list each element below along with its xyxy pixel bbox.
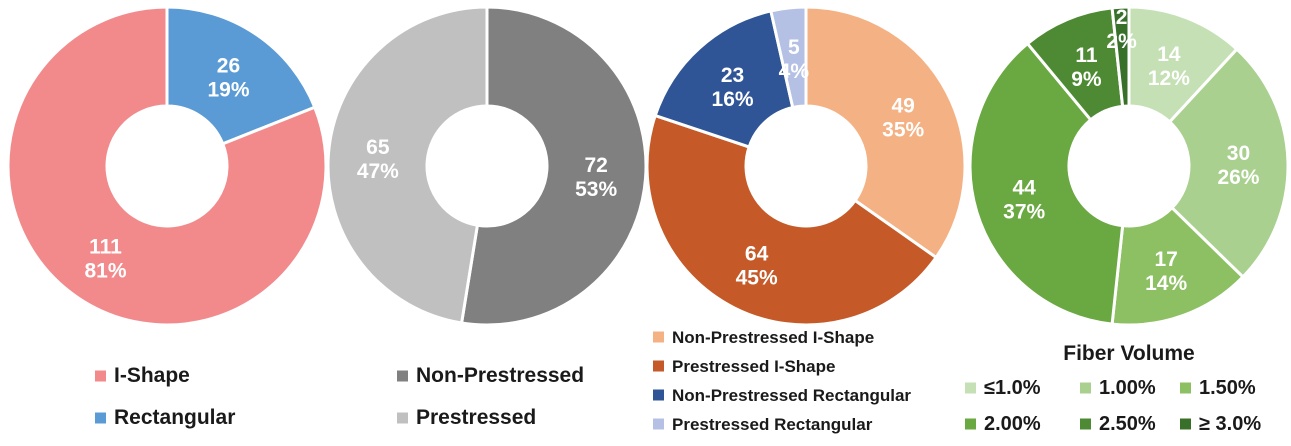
slice-value-label-1-1: 65 [366, 136, 390, 159]
legend-swatch-2-2 [653, 389, 664, 401]
slice-0-1 [6, 5, 328, 327]
slice-percent-label-2-1: 45% [736, 267, 778, 290]
slice-value-label-3-4: 11 [1075, 44, 1098, 67]
legend-swatch-2-1 [653, 360, 664, 372]
fiber-volume-title: Fiber Volume [1063, 342, 1194, 365]
legend-label-2-3: Prestressed Rectangular [672, 415, 873, 434]
slice-percent-label-0-0: 19% [207, 78, 249, 101]
slice-3-2 [1110, 205, 1246, 327]
slice-2-1 [645, 113, 939, 327]
legend-label-0-1: Rectangular [114, 406, 235, 429]
legend-swatch-3-0 [965, 382, 976, 394]
legend-label-0-0: I-Shape [114, 364, 190, 387]
slice-1-1 [326, 5, 489, 325]
slice-value-label-3-1: 30 [1227, 142, 1250, 165]
slice-value-label-0-0: 26 [217, 54, 240, 77]
slice-percent-label-2-3: 4% [779, 60, 810, 83]
legend-label-2-0: Non-Prestressed I-Shape [672, 328, 874, 347]
slice-3-5 [1110, 5, 1131, 108]
legend-swatch-2-0 [653, 331, 664, 343]
legend-label-1-0: Non-Prestressed [416, 364, 584, 387]
slice-percent-label-1-0: 53% [575, 178, 617, 201]
legend-label-3-3: 2.00% [984, 413, 1041, 435]
slice-3-0 [1127, 5, 1239, 125]
slice-value-label-3-2: 17 [1154, 248, 1177, 271]
slice-1-0 [459, 5, 648, 327]
slice-value-label-3-3: 44 [1012, 177, 1036, 200]
legend-swatch-3-2 [1180, 382, 1191, 394]
legend-label-2-2: Non-Prestressed Rectangular [672, 386, 911, 405]
legend-swatch-1-1 [397, 412, 408, 424]
slice-2-3 [769, 5, 808, 110]
slice-percent-label-3-2: 14% [1145, 272, 1187, 295]
legend-label-1-1: Prestressed [416, 406, 536, 429]
slice-percent-label-2-2: 16% [712, 88, 754, 111]
legend-swatch-2-3 [653, 418, 664, 430]
slice-3-1 [1167, 47, 1290, 280]
slice-value-label-3-5: 2 [1116, 6, 1128, 29]
legend-swatch-3-1 [1080, 382, 1091, 394]
legend-swatch-0-0 [95, 370, 106, 382]
legend-swatch-3-5 [1180, 418, 1191, 430]
slice-value-label-2-0: 49 [891, 95, 914, 118]
legend-swatch-3-3 [965, 418, 976, 430]
slice-value-label-1-0: 72 [584, 154, 607, 177]
legend-label-3-4: 2.50% [1099, 413, 1156, 435]
slice-percent-label-3-0: 12% [1148, 67, 1190, 90]
legend-label-3-2: 1.50% [1199, 377, 1256, 399]
legend-swatch-0-1 [95, 412, 106, 424]
slice-2-2 [653, 9, 795, 149]
slice-value-label-0-1: 111 [89, 236, 122, 259]
slice-value-label-2-2: 23 [721, 64, 744, 87]
legend-label-2-1: Prestressed I-Shape [672, 357, 835, 376]
legend-swatch-3-4 [1080, 418, 1091, 430]
legend-swatch-1-0 [397, 370, 408, 382]
slice-2-0 [804, 5, 967, 260]
slice-0-0 [165, 5, 317, 146]
legend-label-3-0: ≤1.0% [984, 377, 1041, 399]
slice-percent-label-2-0: 35% [882, 119, 924, 142]
slice-percent-label-0-1: 81% [84, 260, 126, 283]
slice-percent-label-1-1: 47% [357, 160, 399, 183]
slice-percent-label-3-4: 9% [1071, 68, 1102, 91]
slice-percent-label-3-1: 26% [1217, 166, 1259, 189]
slice-value-label-2-3: 5 [788, 36, 800, 59]
slice-percent-label-3-5: 2% [1106, 30, 1137, 53]
slice-percent-label-3-3: 37% [1003, 201, 1045, 224]
legend-label-3-5: ≥ 3.0% [1199, 413, 1261, 435]
slice-value-label-3-0: 14 [1157, 43, 1181, 66]
slice-value-label-2-1: 64 [745, 243, 769, 266]
legend-label-3-1: 1.00% [1099, 377, 1156, 399]
